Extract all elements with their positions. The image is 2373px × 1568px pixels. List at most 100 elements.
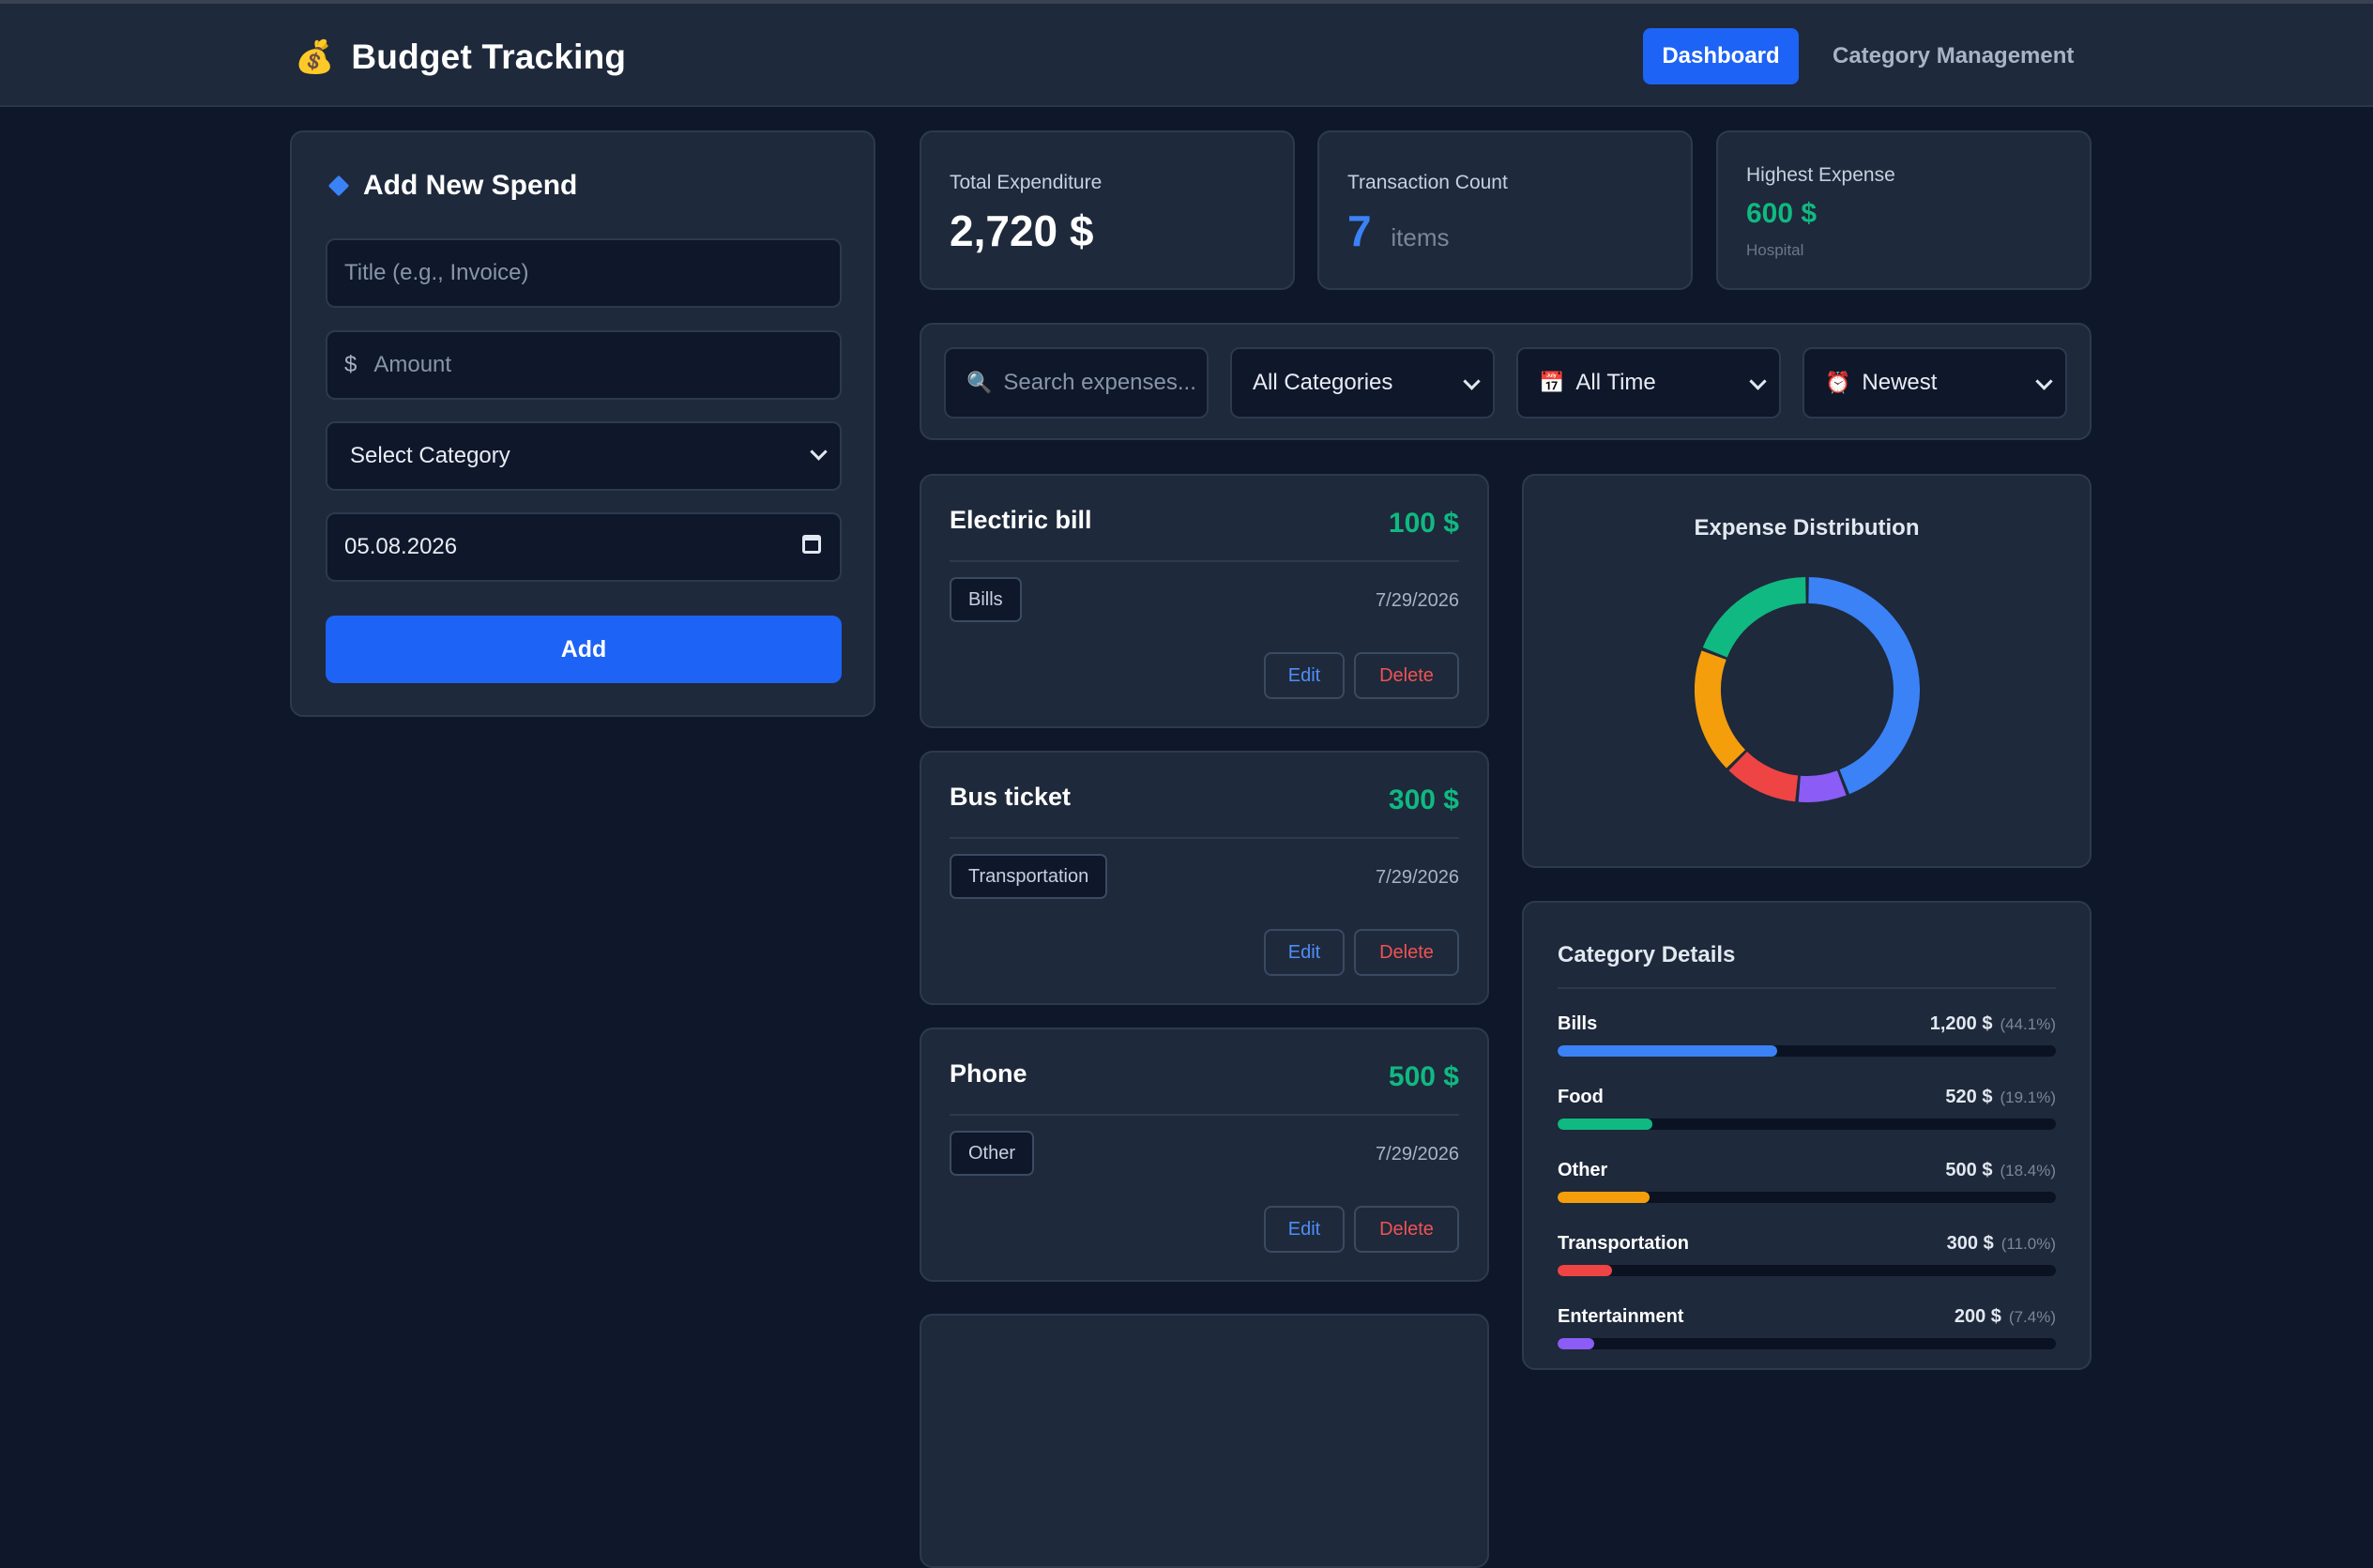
app-title: Budget Tracking — [351, 38, 627, 76]
category-progress-track — [1558, 1265, 2056, 1276]
expense-date: 7/29/2026 — [1376, 590, 1459, 611]
divider — [950, 560, 1459, 562]
donut-segment-entertainment — [1798, 770, 1847, 802]
category-row-percent: (19.1%) — [2000, 1088, 2056, 1106]
nav-category-management-link[interactable]: Category Management — [1833, 43, 2075, 69]
dollar-prefix: $ — [344, 352, 357, 377]
expense-amount: 500 $ — [1388, 1061, 1459, 1092]
category-row-name: Transportation — [1558, 1233, 1690, 1254]
category-row-name: Food — [1558, 1087, 1604, 1107]
category-row-value: 1,200 $ (44.1%) — [1929, 1013, 2056, 1034]
distribution-donut-chart — [1695, 577, 1920, 802]
diamond-icon — [327, 175, 350, 197]
highest-expense-name: Hospital — [1746, 241, 1804, 259]
category-row-food: Food 520 $ (19.1%) — [1558, 1087, 2056, 1152]
transaction-count-value: 7 items — [1347, 206, 1450, 255]
expense-date: 7/29/2026 — [1376, 867, 1459, 888]
highest-expense-label: Highest Expense — [1746, 164, 1895, 186]
nav-dashboard-button[interactable]: Dashboard — [1643, 28, 1799, 84]
highest-expense-card: Highest Expense 600 $ Hospital — [1716, 130, 2092, 290]
category-row-bills: Bills 1,200 $ (44.1%) — [1558, 1013, 2056, 1079]
app-header: 💰 Budget Tracking Dashboard Category Man… — [0, 4, 2373, 107]
category-row-value: 520 $ (19.1%) — [1945, 1087, 2056, 1107]
category-row-transportation: Transportation 300 $ (11.0%) — [1558, 1233, 2056, 1299]
category-row-percent: (11.0%) — [2000, 1235, 2056, 1253]
filters-bar: 🔍 Search expenses... All Categories 📅 Al… — [920, 323, 2092, 440]
donut-segment-other — [1695, 650, 1746, 769]
category-row-other: Other 500 $ (18.4%) — [1558, 1160, 2056, 1225]
delete-button[interactable]: Delete — [1354, 652, 1459, 699]
category-filter-select[interactable]: All Categories — [1230, 347, 1495, 419]
items-unit: items — [1391, 223, 1450, 251]
alarm-clock-icon: ⏰ — [1825, 371, 1851, 394]
category-progress-fill — [1558, 1045, 1778, 1057]
total-expenditure-label: Total Expenditure — [950, 172, 1103, 193]
category-progress-track — [1558, 1338, 2056, 1349]
category-row-value: 300 $ (11.0%) — [1946, 1233, 2056, 1254]
category-progress-fill — [1558, 1338, 1595, 1349]
expense-amount: 300 $ — [1388, 784, 1459, 815]
expense-card: Bus ticket 300 $ Transportation 7/29/202… — [920, 751, 1489, 1005]
distribution-title: Expense Distribution — [1694, 515, 1920, 540]
expense-title: Bus ticket — [950, 783, 1072, 811]
category-progress-fill — [1558, 1192, 1650, 1203]
brand: 💰 Budget Tracking — [295, 38, 626, 77]
calendar-icon[interactable] — [802, 535, 821, 554]
category-select[interactable]: Select Category — [326, 421, 842, 491]
category-row-entertainment: Entertainment 200 $ (7.4%) — [1558, 1306, 2056, 1372]
category-row-percent: (44.1%) — [2000, 1015, 2056, 1033]
donut-segment-bills — [1808, 577, 1920, 795]
category-progress-track — [1558, 1192, 2056, 1203]
time-filter-select[interactable]: 📅 All Time — [1516, 347, 1781, 419]
amount-input[interactable]: $ Amount — [326, 330, 842, 400]
date-input[interactable]: 05.08.2026 — [326, 512, 842, 582]
expense-title: Electiric bill — [950, 506, 1092, 534]
category-progress-fill — [1558, 1119, 1653, 1130]
category-row-value: 500 $ (18.4%) — [1945, 1160, 2056, 1180]
divider — [1558, 987, 2056, 989]
expense-amount: 100 $ — [1388, 508, 1459, 539]
expense-distribution-card: Expense Distribution — [1522, 474, 2092, 868]
category-tag: Other — [950, 1131, 1035, 1176]
edit-button[interactable]: Edit — [1264, 1206, 1345, 1253]
category-row-name: Other — [1558, 1160, 1608, 1180]
highest-expense-value: 600 $ — [1746, 198, 1818, 229]
category-tag: Bills — [950, 577, 1022, 622]
category-row-percent: (18.4%) — [2000, 1162, 2056, 1180]
transaction-count-label: Transaction Count — [1347, 172, 1508, 193]
expense-card: Electiric bill 100 $ Bills 7/29/2026 Edi… — [920, 474, 1489, 728]
search-input[interactable]: 🔍 Search expenses... — [944, 347, 1209, 419]
category-row-percent: (7.4%) — [2008, 1308, 2056, 1326]
add-spend-card: Add New Spend Title (e.g., Invoice) $ Am… — [290, 130, 875, 717]
delete-button[interactable]: Delete — [1354, 1206, 1459, 1253]
money-bag-icon: 💰 — [295, 39, 335, 75]
category-details-card: Category Details Bills 1,200 $ (44.1%) Food… — [1522, 901, 2092, 1370]
donut-segment-transportation — [1728, 751, 1799, 802]
delete-button[interactable]: Delete — [1354, 929, 1459, 976]
title-input[interactable]: Title (e.g., Invoice) — [326, 238, 842, 308]
expense-date: 7/29/2026 — [1376, 1144, 1459, 1165]
divider — [950, 837, 1459, 839]
add-spend-heading: Add New Spend — [326, 170, 577, 202]
category-progress-track — [1558, 1045, 2056, 1057]
edit-button[interactable]: Edit — [1264, 652, 1345, 699]
search-icon: 🔍 — [966, 371, 993, 394]
total-expenditure-card: Total Expenditure 2,720 $ — [920, 130, 1295, 290]
category-row-name: Entertainment — [1558, 1306, 1684, 1327]
calendar-icon: 📅 — [1539, 371, 1565, 394]
category-progress-track — [1558, 1119, 2056, 1130]
expense-title: Phone — [950, 1059, 1027, 1088]
transaction-count-card: Transaction Count 7 items — [1317, 130, 1693, 290]
chevron-down-icon — [2035, 373, 2053, 390]
edit-button[interactable]: Edit — [1264, 929, 1345, 976]
add-button[interactable]: Add — [326, 616, 842, 683]
category-row-name: Bills — [1558, 1013, 1598, 1034]
donut-segment-food — [1702, 577, 1807, 658]
chevron-down-icon — [1749, 373, 1767, 390]
chevron-down-icon — [1463, 373, 1481, 390]
chevron-down-icon — [810, 443, 828, 461]
total-expenditure-value: 2,720 $ — [950, 206, 1094, 255]
category-row-value: 200 $ (7.4%) — [1954, 1306, 2056, 1327]
expense-card-partial — [920, 1314, 1489, 1568]
sort-select[interactable]: ⏰ Newest — [1803, 347, 2067, 419]
